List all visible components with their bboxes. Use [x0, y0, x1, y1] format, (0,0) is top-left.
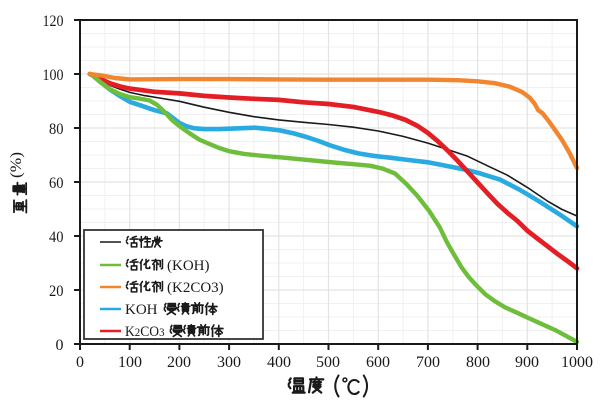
svg-text:0: 0 [76, 354, 84, 371]
svg-text:(KOH): (KOH) [167, 258, 210, 274]
svg-text:500: 500 [316, 354, 340, 371]
svg-text:(%): (%) [8, 152, 25, 178]
svg-text:300: 300 [217, 354, 241, 371]
svg-text:K2CO3: K2CO3 [125, 324, 165, 340]
svg-text:KOH: KOH [125, 302, 158, 318]
svg-text:80: 80 [49, 121, 64, 138]
svg-text:120: 120 [43, 13, 64, 30]
svg-text:600: 600 [366, 354, 390, 371]
svg-text:1000: 1000 [561, 354, 593, 371]
svg-text:40: 40 [49, 229, 64, 246]
svg-text:800: 800 [466, 354, 490, 371]
svg-text:100: 100 [118, 354, 142, 371]
svg-text:900: 900 [515, 354, 539, 371]
svg-text:200: 200 [167, 354, 191, 371]
svg-text:0: 0 [56, 337, 64, 354]
svg-text:400: 400 [267, 354, 291, 371]
svg-text:100: 100 [43, 67, 64, 84]
svg-text:(K2CO3): (K2CO3) [167, 280, 224, 296]
svg-text:20: 20 [49, 283, 64, 300]
svg-text:700: 700 [416, 354, 440, 371]
svg-text:60: 60 [49, 175, 64, 192]
